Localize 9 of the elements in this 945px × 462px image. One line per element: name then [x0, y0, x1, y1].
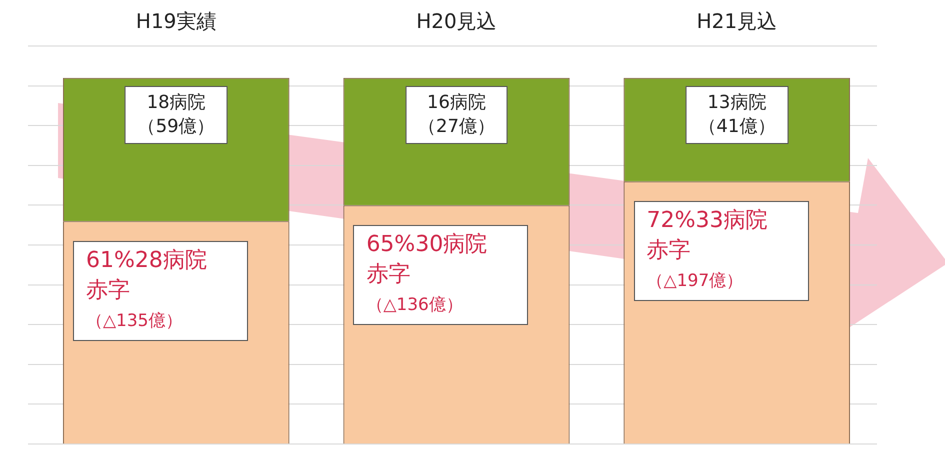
- data-label: 72%33病院赤字（△197億）: [646, 207, 768, 294]
- data-label: 65%30病院赤字（△136億）: [366, 231, 488, 318]
- x-tick-label: H20見込: [416, 9, 497, 34]
- data-label: 13病院（41億）: [698, 90, 776, 139]
- x-tick-label: H21見込: [696, 9, 778, 34]
- data-label: 16病院（27億）: [418, 90, 495, 139]
- x-tick-label: H19実績: [136, 9, 216, 34]
- data-label: 18病院（59億）: [138, 90, 215, 139]
- data-label: 61%28病院赤字（△135億）: [86, 247, 207, 334]
